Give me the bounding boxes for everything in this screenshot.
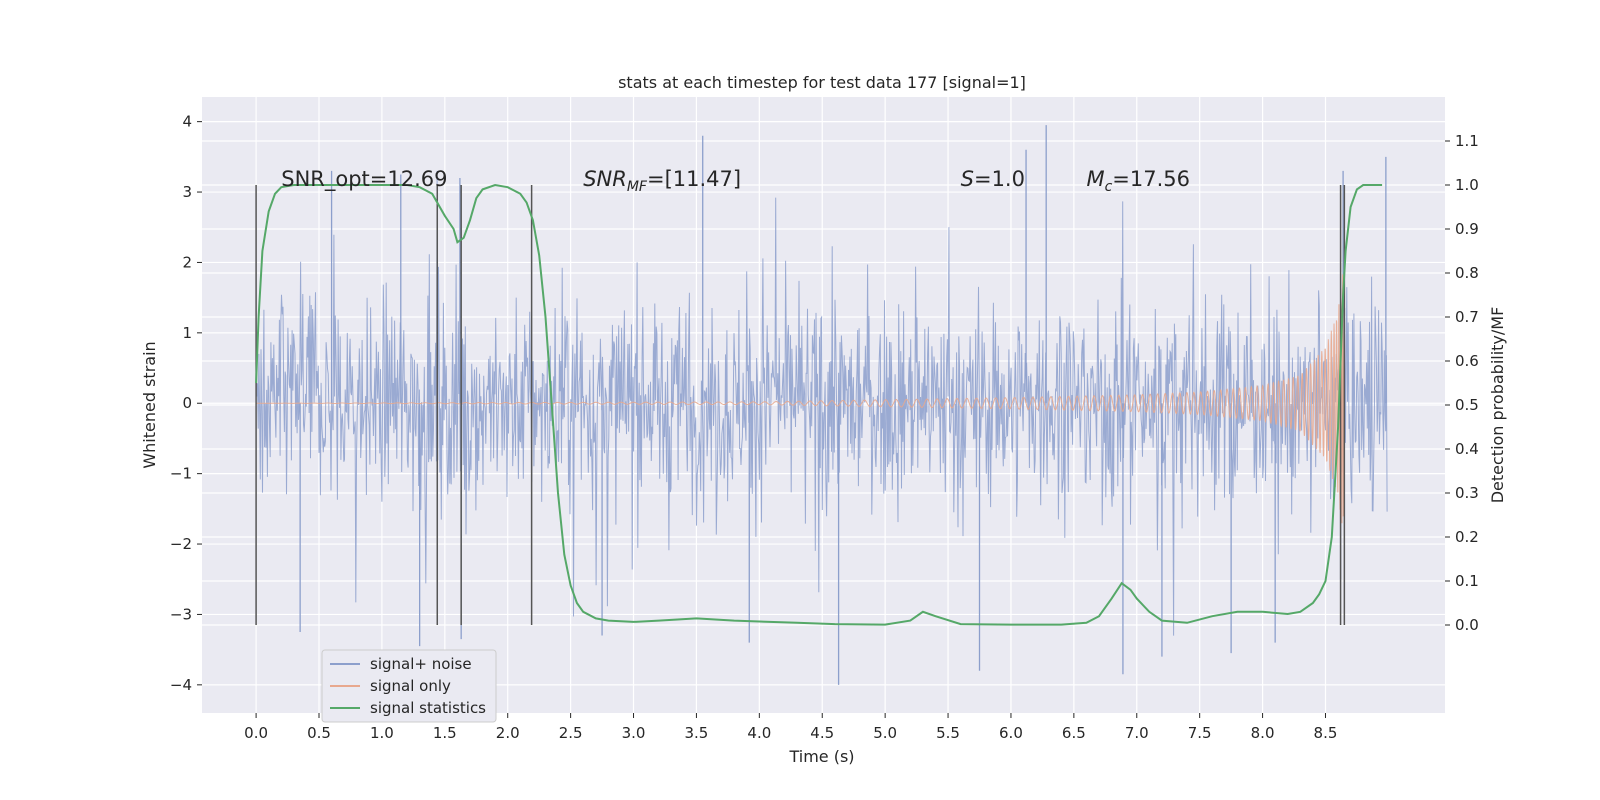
x-tick-label: 0.5 <box>307 724 331 742</box>
y-left-tick-label: −3 <box>170 605 192 623</box>
y-right-axis-ticks: 0.0 0.1 0.2 0.3 0.4 0.5 0.6 0.7 0.8 0.9 1.0 1.1 <box>1445 132 1479 634</box>
x-tick-label: 3.0 <box>622 724 646 742</box>
y-right-tick-label: 0.9 <box>1455 220 1479 238</box>
y-right-tick-label: 0.8 <box>1455 264 1479 282</box>
annotation: S=1.0 <box>961 167 1025 191</box>
y-left-tick-label: 0 <box>182 394 192 412</box>
x-tick-label: 5.5 <box>936 724 960 742</box>
signal-plus-noise-line <box>255 170 1388 636</box>
y-left-axis-ticks: −4 −3 −2 −1 0 1 2 3 4 <box>170 113 202 694</box>
signal-statistics-line <box>255 183 1383 626</box>
y-left-tick-label: 1 <box>182 324 192 342</box>
legend-label-signal-plus-noise: signal+ noise <box>370 655 472 673</box>
x-tick-label: 7.5 <box>1188 724 1212 742</box>
legend-box <box>321 649 497 723</box>
chart-title: stats at each timestep for test data 177… <box>618 73 1026 92</box>
x-tick-label: 8.0 <box>1251 724 1275 742</box>
y-left-tick-label: 4 <box>182 113 192 131</box>
x-tick-label: 2.5 <box>559 724 583 742</box>
y-right-axis-label: Detection probability/MF <box>1488 307 1507 504</box>
annotation: SNRMF=[11.47] <box>583 167 741 195</box>
y-right-tick-label: 0.6 <box>1455 352 1479 370</box>
x-tick-label: 5.0 <box>873 724 897 742</box>
annotations: SNR_opt=12.69 SNRMF=[11.47] S=1.0 Mc=17.56 <box>281 167 1190 195</box>
series-signal-statistics <box>255 183 1383 626</box>
x-tick-label: 2.0 <box>496 724 520 742</box>
x-tick-label: 3.5 <box>685 724 709 742</box>
y-left-axis-label: Whitened strain <box>140 341 159 468</box>
y-right-tick-label: 0.4 <box>1455 440 1479 458</box>
x-tick-label: 4.0 <box>747 724 771 742</box>
y-right-tick-label: 1.0 <box>1455 176 1479 194</box>
y-right-tick-label: 0.0 <box>1455 616 1479 634</box>
legend: signal+ noise signal only signal statist… <box>321 649 497 723</box>
y-right-tick-label: 0.2 <box>1455 528 1479 546</box>
x-axis-label: Time (s) <box>788 747 854 766</box>
annotation: SNR_opt=12.69 <box>281 167 447 192</box>
x-tick-label: 6.0 <box>999 724 1023 742</box>
legend-label-signal-only: signal only <box>370 677 451 695</box>
x-tick-label: 1.0 <box>370 724 394 742</box>
horizontal-gridlines <box>202 121 1445 686</box>
y-right-tick-label: 0.3 <box>1455 484 1479 502</box>
y-left-tick-label: −1 <box>170 465 192 483</box>
y-right-tick-label: 0.1 <box>1455 572 1479 590</box>
x-tick-label: 7.0 <box>1125 724 1149 742</box>
x-tick-label: 6.5 <box>1062 724 1086 742</box>
y-left-tick-label: 3 <box>182 183 192 201</box>
y-right-tick-label: 0.7 <box>1455 308 1479 326</box>
x-tick-label: 0.0 <box>244 724 268 742</box>
annotation: Mc=17.56 <box>1086 167 1190 195</box>
y-left-tick-label: 2 <box>182 253 192 271</box>
y-right-tick-label: 1.1 <box>1455 132 1479 150</box>
y-left-tick-label: −4 <box>170 676 192 694</box>
x-tick-label: 8.5 <box>1314 724 1338 742</box>
x-axis-ticks: 0.0 0.5 1.0 1.5 2.0 2.5 3.0 3.5 4.0 4.5 5.0 5.5 6.0 6… <box>244 713 1337 742</box>
y-right-tick-label: 0.5 <box>1455 396 1479 414</box>
y-left-tick-label: −2 <box>170 535 192 553</box>
x-tick-label: 4.5 <box>810 724 834 742</box>
x-tick-label: 1.5 <box>433 724 457 742</box>
legend-label-signal-statistics: signal statistics <box>370 699 486 717</box>
